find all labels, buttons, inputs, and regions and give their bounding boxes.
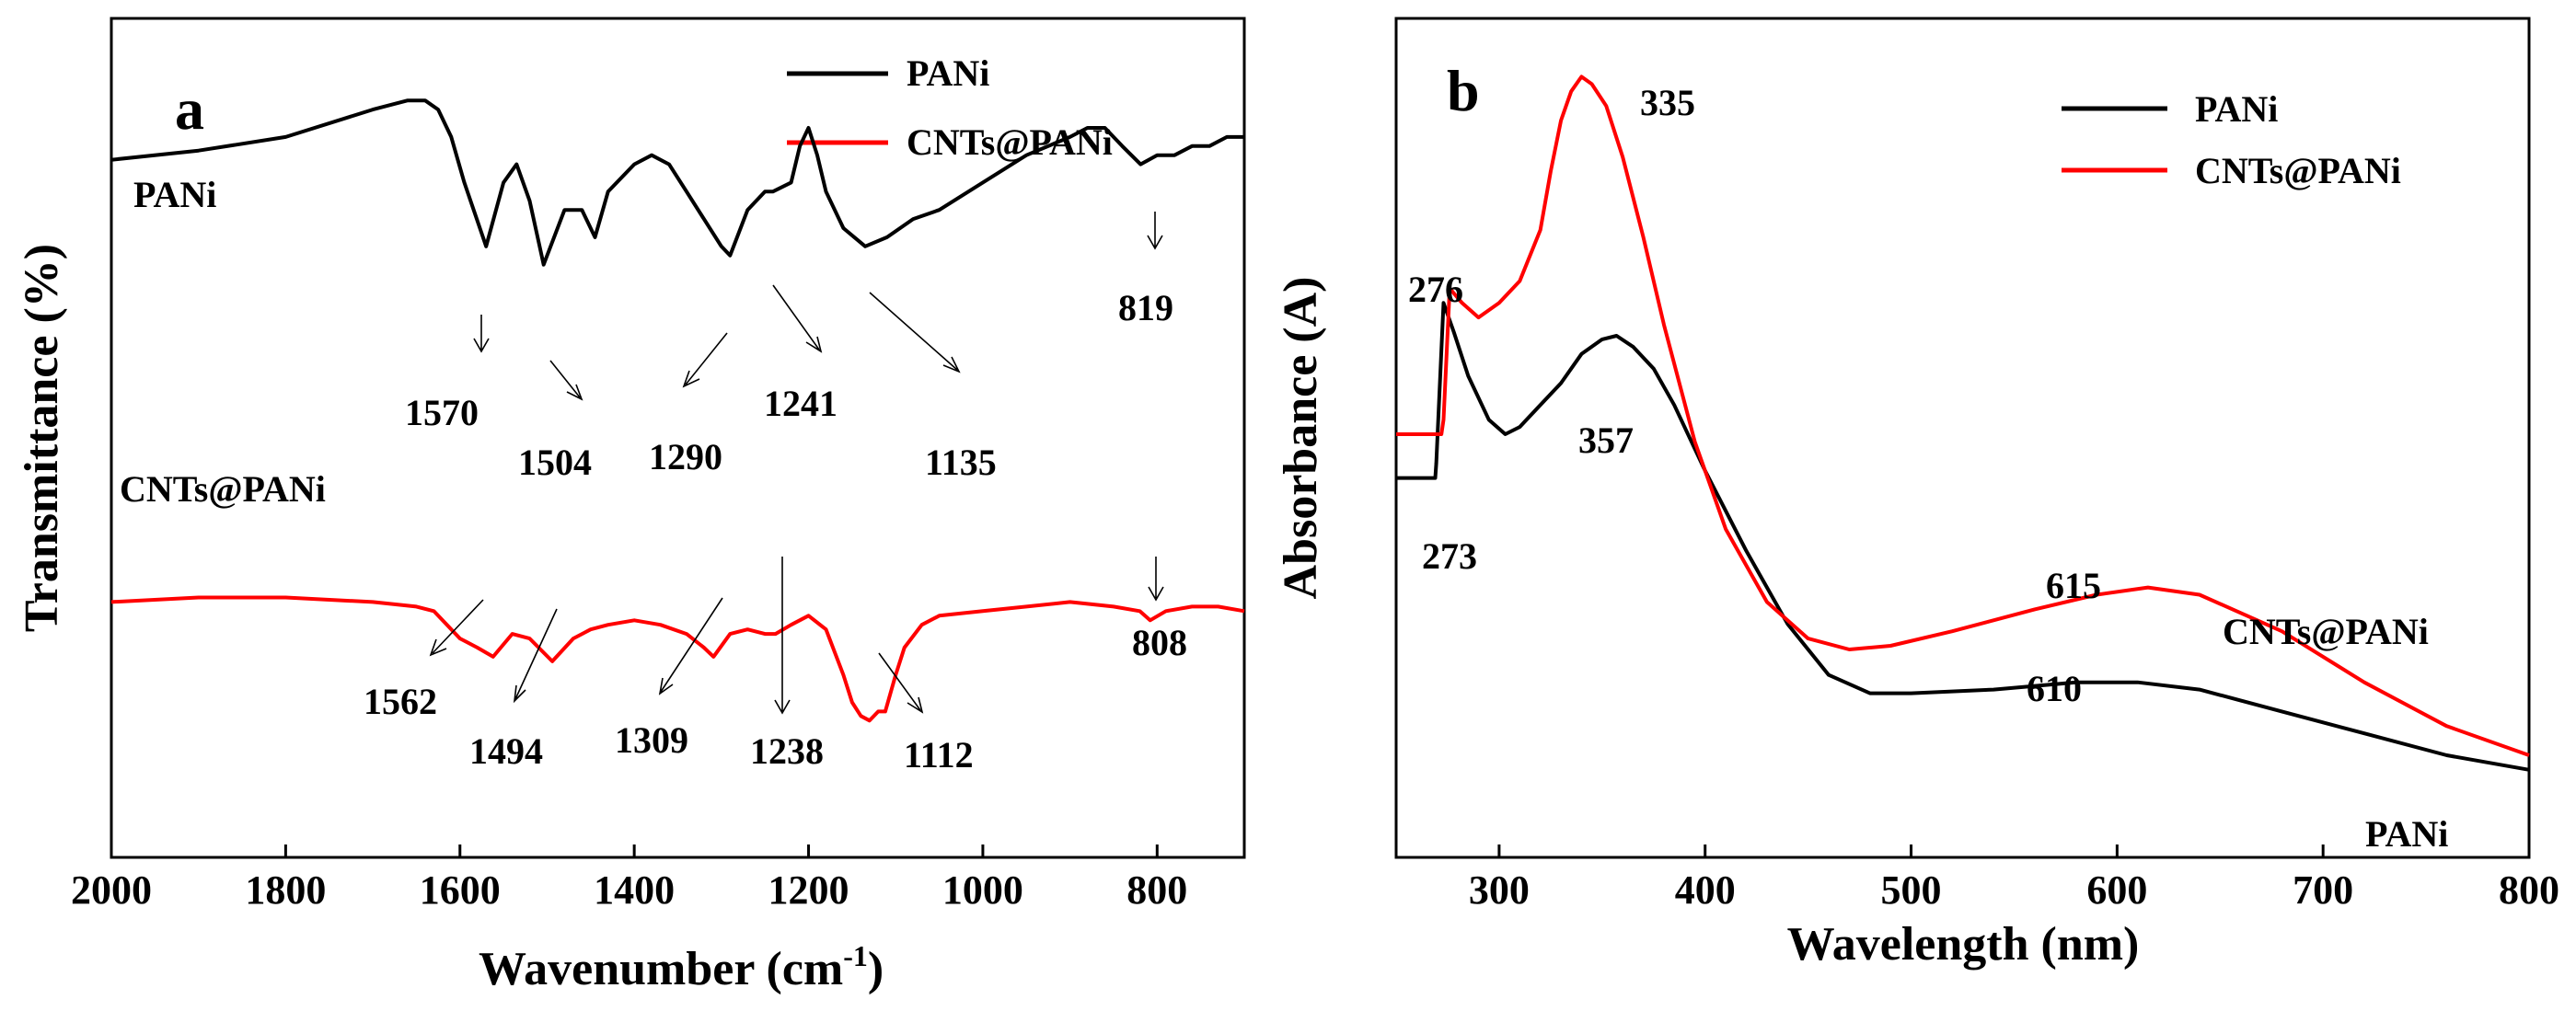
panel-a-x-tick-label-1400: 1400 bbox=[594, 867, 675, 913]
annotation-1562: 1562 bbox=[364, 681, 437, 722]
panel-a-x-tick-label-1000: 1000 bbox=[942, 867, 1023, 913]
panel-a: 2000 1800 1600 1400 1200 1000 800 a PANi CNTs@… bbox=[16, 17, 1246, 995]
panel-b-x-tick-label-700: 700 bbox=[2293, 867, 2353, 913]
panel-a-x-tick-label-2000: 2000 bbox=[71, 867, 152, 913]
panel-a-cnts-series-line bbox=[110, 595, 1245, 723]
panel-a-x-tick-label-1200: 1200 bbox=[768, 867, 849, 913]
annotation-276: 276 bbox=[1408, 269, 1463, 310]
panel-b-cnts-series-line bbox=[1396, 75, 2530, 757]
annotation-273: 273 bbox=[1422, 535, 1477, 577]
panel-b-x-tick-label-500: 500 bbox=[1881, 867, 1942, 913]
panel-b-x-tick-labels: 300 400 500 600 700 800 bbox=[1469, 867, 2559, 913]
panel-b-legend-pani-label: PANi bbox=[2195, 88, 2278, 130]
panel-a-x-tick-label-800: 800 bbox=[1126, 867, 1187, 913]
panel-b-annotations: 335 276 357 273 615 610 bbox=[1408, 82, 2101, 709]
panel-a-annotations: 1570 1504 1290 1241 1135 819 1562 1494 1… bbox=[364, 287, 1187, 775]
panel-b-y-axis-label: Absorbance (A) bbox=[1275, 277, 1327, 600]
annotation-1570: 1570 bbox=[405, 392, 479, 433]
panel-a-series-label-pani: PANi bbox=[133, 174, 216, 215]
panel-a-x-tick-labels: 2000 1800 1600 1400 1200 1000 800 bbox=[71, 867, 1187, 913]
panel-a-x-tick-label-1600: 1600 bbox=[420, 867, 501, 913]
panel-a-y-axis-label: Transmittance (%) bbox=[16, 244, 68, 632]
panel-b-letter: b bbox=[1447, 58, 1480, 123]
annotation-357: 357 bbox=[1578, 419, 1634, 461]
panel-a-x-tick-label-1800: 1800 bbox=[245, 867, 326, 913]
panel-b-series-label-cnts: CNTs@PANi bbox=[2223, 611, 2429, 652]
annotation-1135: 1135 bbox=[925, 442, 997, 483]
panel-a-plot-frame bbox=[110, 17, 1246, 859]
panel-a-pani-series-line bbox=[110, 98, 1244, 267]
annotation-1494: 1494 bbox=[469, 730, 543, 772]
panel-b-series-label-pani: PANi bbox=[2365, 813, 2448, 855]
panel-b-x-tick-label-300: 300 bbox=[1469, 867, 1530, 913]
annotation-610: 610 bbox=[2027, 668, 2082, 709]
panel-b-x-tick-label-600: 600 bbox=[2086, 867, 2147, 913]
panel-a-letter: a bbox=[175, 76, 204, 142]
annotation-1241: 1241 bbox=[764, 383, 837, 424]
annotation-1112: 1112 bbox=[904, 734, 974, 775]
panel-a-legend-pani-label: PANi bbox=[907, 52, 989, 94]
panel-b-x-tick-label-400: 400 bbox=[1675, 867, 1736, 913]
annotation-1309: 1309 bbox=[615, 719, 688, 761]
annotation-335: 335 bbox=[1640, 82, 1695, 123]
annotation-819: 819 bbox=[1118, 287, 1173, 328]
panel-b-pani-series-line bbox=[1396, 301, 2530, 772]
annotation-1238: 1238 bbox=[750, 730, 824, 772]
panel-b-legend-cnts-label: CNTs@PANi bbox=[2195, 150, 2401, 191]
panel-b-x-ticks bbox=[1497, 844, 2531, 857]
annotation-1290: 1290 bbox=[649, 436, 722, 477]
panel-b-plot-frame bbox=[1394, 17, 2531, 859]
panel-a-series-label-cnts: CNTs@PANi bbox=[120, 468, 326, 510]
panel-b-x-axis-label: Wavelength (nm) bbox=[1787, 918, 2140, 971]
panel-a-x-axis-label: Wavenumber (cm-1) bbox=[479, 939, 884, 995]
panel-b: 300 400 500 600 700 800 b PANi CNTs@PANi CNTs… bbox=[1275, 17, 2559, 971]
annotation-1504: 1504 bbox=[518, 442, 592, 483]
panel-a-x-ticks bbox=[110, 844, 1159, 857]
panel-b-x-tick-label-800: 800 bbox=[2499, 867, 2559, 913]
panel-a-legend-cnts-label: CNTs@PANi bbox=[907, 121, 1113, 163]
panel-a-annotation-arrows bbox=[429, 212, 1164, 715]
annotation-615: 615 bbox=[2046, 565, 2101, 606]
annotation-808: 808 bbox=[1132, 622, 1187, 663]
